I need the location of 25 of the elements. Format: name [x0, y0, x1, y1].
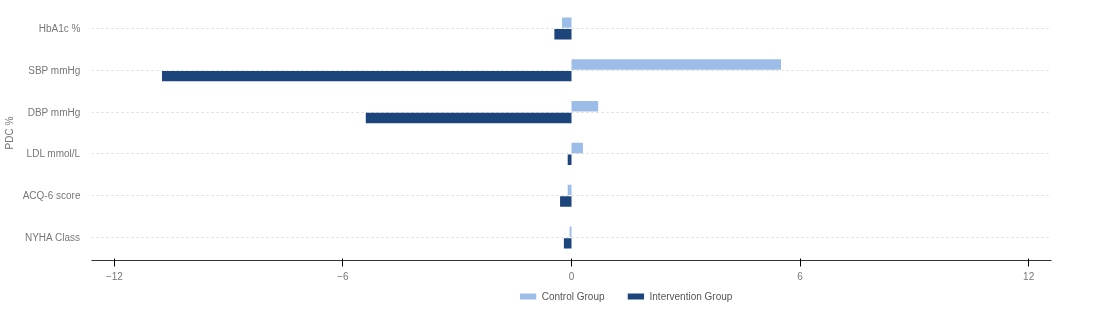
bar: [563, 238, 572, 249]
y-tick-label: DBP mmHg: [27, 106, 81, 118]
bar: [571, 142, 583, 154]
x-tick-label: 6: [797, 270, 804, 282]
bar: [365, 112, 572, 124]
bar: [560, 196, 572, 207]
x-tick-label: 12: [1023, 270, 1035, 282]
bar: [571, 59, 782, 70]
y-tick-label: LDL mmol/L: [26, 148, 81, 160]
bar: [567, 184, 572, 196]
y-tick-label: ACQ-6 score: [22, 190, 81, 202]
bar: [571, 101, 599, 112]
legend-label: Intervention Group: [649, 291, 733, 302]
legend-label: Control Group: [541, 291, 605, 302]
y-axis-title: PDC %: [3, 116, 15, 150]
x-tick-label: −12: [105, 270, 124, 282]
x-tick-label: −6: [337, 270, 350, 282]
bar: [567, 154, 572, 165]
bar: [161, 70, 572, 82]
x-tick-label: 0: [568, 270, 575, 282]
bar: [561, 17, 572, 28]
y-tick-label: SBP mmHg: [28, 64, 81, 76]
y-tick-label: NYHA Class: [24, 232, 80, 244]
bar: [554, 29, 572, 40]
y-tick-label: HbA1c %: [38, 22, 81, 34]
